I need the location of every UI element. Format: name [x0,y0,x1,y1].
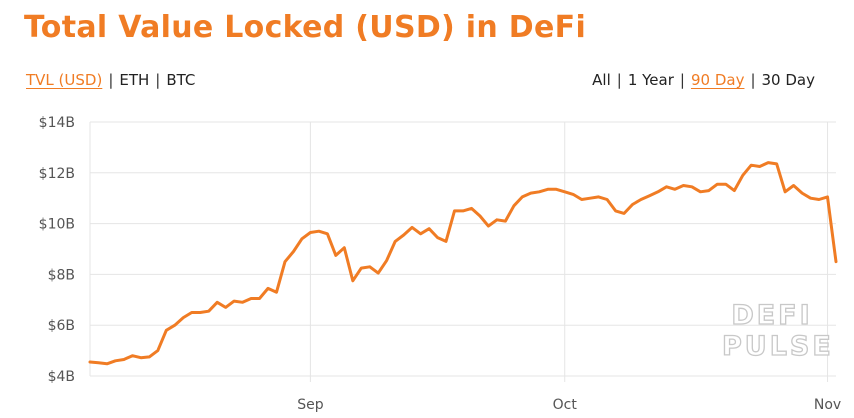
chart-grid [89,121,836,382]
y-tick-label: $4B [48,369,75,385]
y-tick-label: $12B [39,166,75,182]
range-all[interactable]: All [592,71,611,89]
tvl-series-line [88,161,838,366]
separator: | [108,71,114,89]
y-tick-label: $8B [48,267,75,283]
range-1-year[interactable]: 1 Year [627,71,674,89]
y-axis-ticks: $4B $6B $8B $10B $12B $14B [39,115,75,385]
y-tick-label: $14B [39,115,75,131]
range-30-day[interactable]: 30 Day [761,71,815,89]
y-tick-label: $6B [48,318,75,334]
x-tick-label: Nov [814,397,841,413]
range-toggle: All | 1 Year | 90 Day | 30 Day [592,71,815,89]
range-90-day[interactable]: 90 Day [690,71,745,89]
toggle-btc[interactable]: BTC [166,71,196,89]
y-tick-label: $10B [39,217,75,233]
defi-pulse-watermark: DEFI PULSE [721,299,834,362]
x-axis-ticks: Sep Oct Nov [297,397,841,413]
separator: | [750,71,756,89]
toggle-eth[interactable]: ETH [119,71,150,89]
x-tick-label: Sep [297,397,324,413]
watermark-line: DEFI [731,299,813,331]
page-title: Total Value Locked (USD) in DeFi [24,10,587,45]
separator: | [155,71,161,89]
toggle-tvl-usd[interactable]: TVL (USD) [26,71,103,89]
x-tick-label: Oct [553,397,578,413]
separator: | [616,71,622,89]
currency-toggle: TVL (USD) | ETH | BTC [26,71,195,89]
watermark-line: PULSE [721,330,834,362]
separator: | [679,71,685,89]
